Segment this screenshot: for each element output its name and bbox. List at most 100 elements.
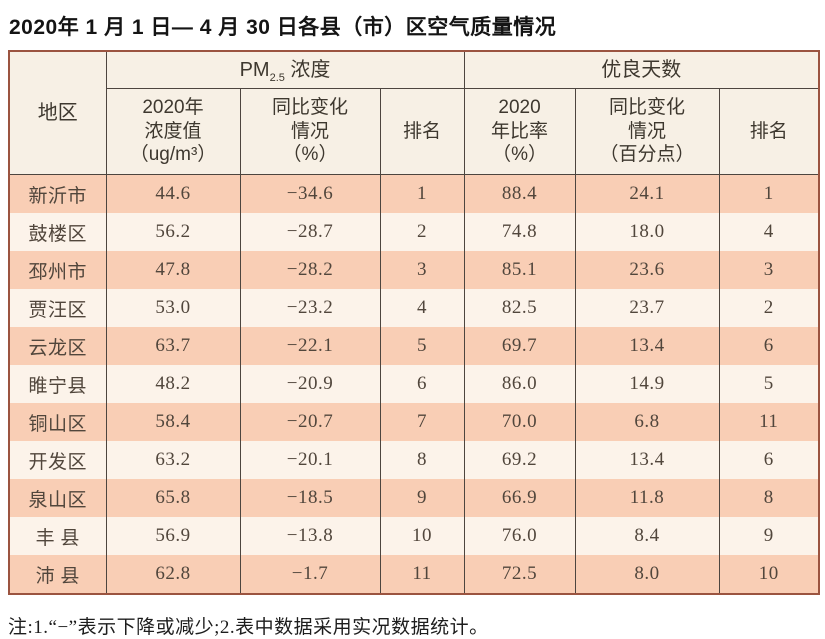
footnote: 注:1.“−”表示下降或减少;2.表中数据采用实况数据统计。 bbox=[8, 617, 489, 638]
good-rank-cell: 9 bbox=[718, 517, 820, 555]
good-ratio-cell: 85.1 bbox=[463, 251, 576, 289]
pm-change-column-header: 同比变化 情况 （%） bbox=[239, 88, 381, 175]
pm2020-value-cell: 62.8 bbox=[105, 555, 241, 594]
good-rank-cell: 6 bbox=[718, 327, 820, 365]
pm2020-value-cell: 53.0 bbox=[105, 289, 241, 327]
pm-rank-cell: 3 bbox=[379, 251, 465, 289]
good-change-cell: 18.0 bbox=[574, 213, 720, 251]
region-cell: 开发区 bbox=[8, 441, 107, 479]
table-body: 新沂市 44.6 −34.6 1 88.4 24.1 1 鼓楼区 56.2 −28.7 2 74.8 1… bbox=[8, 174, 820, 594]
pm-change-cell: −34.6 bbox=[239, 174, 381, 213]
region-cell: 贾汪区 bbox=[8, 289, 107, 327]
region-cell: 铜山区 bbox=[8, 403, 107, 441]
pm-change-cell: −20.1 bbox=[239, 441, 381, 479]
good-ratio-cell: 74.8 bbox=[463, 213, 576, 251]
pm-rank-cell: 7 bbox=[379, 403, 465, 441]
pm2020-value-cell: 63.2 bbox=[105, 441, 241, 479]
pm-change-cell: −18.5 bbox=[239, 479, 381, 517]
page-title: 2020年 1 月 1 日— 4 月 30 日各县（市）区空气质量情况 bbox=[9, 16, 557, 39]
pm2020-value-cell: 47.8 bbox=[105, 251, 241, 289]
pm25-group-header: PM2.5 浓度 bbox=[105, 50, 465, 89]
table-row: 贾汪区 53.0 −23.2 4 82.5 23.7 2 bbox=[8, 289, 820, 327]
pm-change-cell: −20.7 bbox=[239, 403, 381, 441]
pm-rank-cell: 2 bbox=[379, 213, 465, 251]
good-ratio-cell: 66.9 bbox=[463, 479, 576, 517]
good-rank-cell: 3 bbox=[718, 251, 820, 289]
good-days-group-header: 优良天数 bbox=[463, 50, 820, 89]
good-change-cell: 13.4 bbox=[574, 441, 720, 479]
pm-rank-cell: 4 bbox=[379, 289, 465, 327]
pm2020-value-cell: 44.6 bbox=[105, 174, 241, 213]
good-change-cell: 11.8 bbox=[574, 479, 720, 517]
region-cell: 邳州市 bbox=[8, 251, 107, 289]
pm2020-value-cell: 56.9 bbox=[105, 517, 241, 555]
good-change-cell: 8.4 bbox=[574, 517, 720, 555]
region-cell: 新沂市 bbox=[8, 174, 107, 213]
region-cell: 泉山区 bbox=[8, 479, 107, 517]
good-ratio-column-header: 2020 年比率 （%） bbox=[463, 88, 576, 175]
pm2020-value-cell: 58.4 bbox=[105, 403, 241, 441]
good-ratio-cell: 70.0 bbox=[463, 403, 576, 441]
good-ratio-cell: 69.7 bbox=[463, 327, 576, 365]
region-cell: 睢宁县 bbox=[8, 365, 107, 403]
table-row: 丰 县 56.9 −13.8 10 76.0 8.4 9 bbox=[8, 517, 820, 555]
region-cell: 云龙区 bbox=[8, 327, 107, 365]
good-ratio-cell: 88.4 bbox=[463, 174, 576, 213]
good-rank-cell: 10 bbox=[718, 555, 820, 594]
pm-change-cell: −28.7 bbox=[239, 213, 381, 251]
good-ratio-cell: 69.2 bbox=[463, 441, 576, 479]
header-group-row: 地区 PM2.5 浓度 优良天数 bbox=[8, 50, 820, 175]
good-rank-cell: 8 bbox=[718, 479, 820, 517]
good-ratio-cell: 82.5 bbox=[463, 289, 576, 327]
table-row: 睢宁县 48.2 −20.9 6 86.0 14.9 5 bbox=[8, 365, 820, 403]
pm2020-value-cell: 63.7 bbox=[105, 327, 241, 365]
pm-rank-cell: 5 bbox=[379, 327, 465, 365]
good-change-cell: 23.6 bbox=[574, 251, 720, 289]
region-cell: 丰 县 bbox=[8, 517, 107, 555]
table-row: 鼓楼区 56.2 −28.7 2 74.8 18.0 4 bbox=[8, 213, 820, 251]
good-rank-cell: 4 bbox=[718, 213, 820, 251]
good-rank-cell: 5 bbox=[718, 365, 820, 403]
pm-rank-cell: 6 bbox=[379, 365, 465, 403]
pm-rank-cell: 1 bbox=[379, 174, 465, 213]
pm2020-value-cell: 56.2 bbox=[105, 213, 241, 251]
pm-change-cell: −1.7 bbox=[239, 555, 381, 594]
table-row: 邳州市 47.8 −28.2 3 85.1 23.6 3 bbox=[8, 251, 820, 289]
good-change-column-header: 同比变化 情况 （百分点） bbox=[574, 88, 720, 175]
air-quality-table: 地区 PM2.5 浓度 优良天数 2020年 浓度值 （ug/m³） 同比变化 … bbox=[8, 50, 821, 595]
table-row: 开发区 63.2 −20.1 8 69.2 13.4 6 bbox=[8, 441, 820, 479]
good-rank-cell: 11 bbox=[718, 403, 820, 441]
good-change-cell: 24.1 bbox=[574, 174, 720, 213]
table-row: 新沂市 44.6 −34.6 1 88.4 24.1 1 bbox=[8, 174, 820, 213]
good-ratio-cell: 86.0 bbox=[463, 365, 576, 403]
table-row: 泉山区 65.8 −18.5 9 66.9 11.8 8 bbox=[8, 479, 820, 517]
region-column-header: 地区 bbox=[8, 50, 107, 175]
pm2020-value-cell: 65.8 bbox=[105, 479, 241, 517]
table-header: 地区 PM2.5 浓度 优良天数 2020年 浓度值 （ug/m³） 同比变化 … bbox=[8, 50, 820, 175]
pm25-label: PM2.5 浓度 bbox=[239, 58, 331, 84]
table-row: 沛 县 62.8 −1.7 11 72.5 8.0 10 bbox=[8, 555, 820, 594]
region-cell: 沛 县 bbox=[8, 555, 107, 594]
good-change-cell: 23.7 bbox=[574, 289, 720, 327]
pm25-suffix: 浓度 bbox=[284, 58, 331, 81]
pm-rank-column-header: 排名 bbox=[379, 88, 465, 175]
pm-rank-cell: 10 bbox=[379, 517, 465, 555]
header-sub-row: 2020年 浓度值 （ug/m³） 同比变化 情况 （%） 排名 2020 年比… bbox=[9, 88, 820, 175]
pm-rank-cell: 11 bbox=[379, 555, 465, 594]
pm-rank-cell: 9 bbox=[379, 479, 465, 517]
good-rank-cell: 1 bbox=[718, 174, 820, 213]
pm-change-cell: −28.2 bbox=[239, 251, 381, 289]
good-change-cell: 14.9 bbox=[574, 365, 720, 403]
good-change-cell: 13.4 bbox=[574, 327, 720, 365]
pm-change-cell: −13.8 bbox=[239, 517, 381, 555]
region-cell: 鼓楼区 bbox=[8, 213, 107, 251]
good-ratio-cell: 72.5 bbox=[463, 555, 576, 594]
pm2020-value-cell: 48.2 bbox=[105, 365, 241, 403]
good-rank-cell: 6 bbox=[718, 441, 820, 479]
good-rank-cell: 2 bbox=[718, 289, 820, 327]
good-rank-column-header: 排名 bbox=[718, 88, 820, 175]
pm-change-cell: −22.1 bbox=[239, 327, 381, 365]
pm-rank-cell: 8 bbox=[379, 441, 465, 479]
pm-value-column-header: 2020年 浓度值 （ug/m³） bbox=[105, 88, 241, 175]
pm25-prefix: PM bbox=[239, 58, 270, 81]
